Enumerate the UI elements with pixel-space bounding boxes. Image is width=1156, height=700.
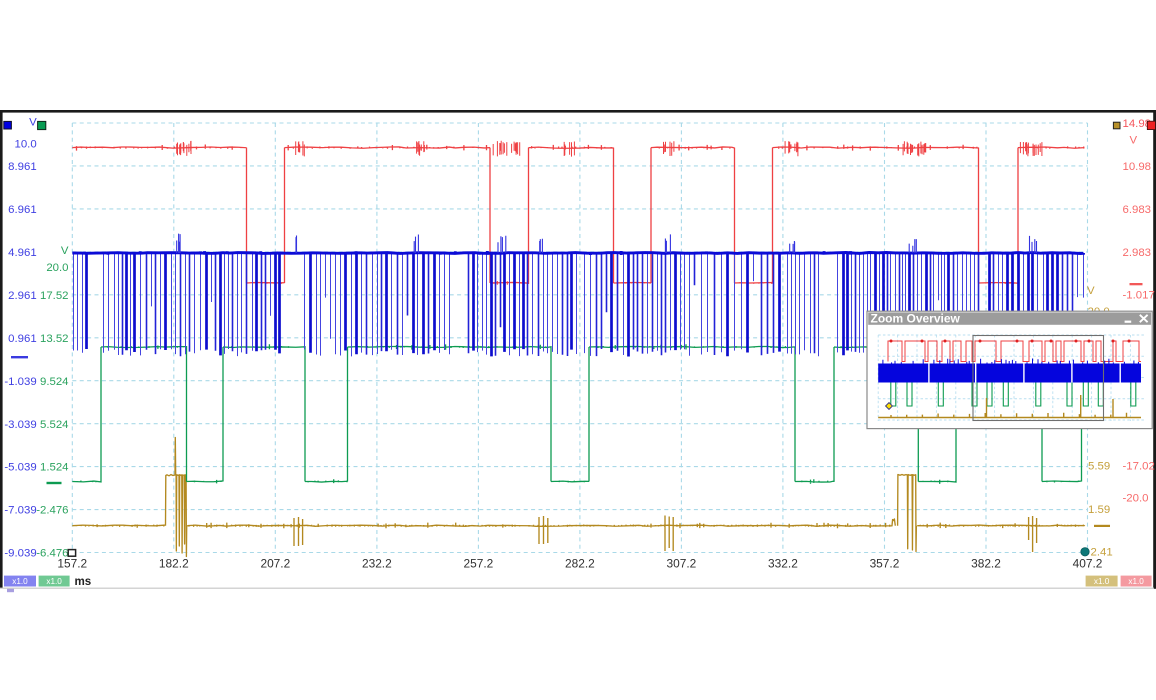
svg-text:8.961: 8.961 [8, 161, 37, 173]
svg-text:0.961: 0.961 [8, 333, 37, 345]
svg-text:-1.039: -1.039 [4, 376, 36, 388]
svg-text:332.2: 332.2 [768, 557, 798, 571]
svg-text:282.2: 282.2 [565, 557, 595, 571]
svg-text:2.41: 2.41 [1091, 547, 1113, 559]
svg-text:357.2: 357.2 [870, 557, 900, 571]
svg-text:-1.017: -1.017 [1123, 289, 1155, 301]
svg-text:6.961: 6.961 [8, 204, 37, 216]
svg-text:-17.02: -17.02 [1123, 461, 1155, 473]
svg-text:-5.039: -5.039 [4, 462, 36, 474]
svg-text:13.52: 13.52 [40, 333, 69, 345]
svg-text:20.0: 20.0 [46, 262, 68, 274]
svg-text:-20.0: -20.0 [1123, 493, 1149, 505]
svg-text:157.2: 157.2 [57, 557, 87, 571]
svg-text:-2.476: -2.476 [36, 505, 68, 517]
svg-text:Zoom Overview: Zoom Overview [871, 312, 961, 326]
svg-text:4.961: 4.961 [8, 247, 37, 259]
svg-text:382.2: 382.2 [971, 557, 1001, 571]
svg-text:2.961: 2.961 [8, 290, 37, 302]
svg-text:182.2: 182.2 [159, 557, 189, 571]
svg-text:10.98: 10.98 [1123, 161, 1152, 173]
svg-text:-7.039: -7.039 [4, 505, 36, 517]
svg-text:-3.039: -3.039 [4, 419, 36, 431]
svg-text:2.983: 2.983 [1123, 247, 1152, 259]
svg-text:1.524: 1.524 [40, 462, 69, 474]
svg-text:257.2: 257.2 [463, 557, 493, 571]
svg-text:x1.0: x1.0 [1128, 577, 1144, 586]
svg-text:5.59: 5.59 [1088, 461, 1110, 473]
svg-text:407.2: 407.2 [1073, 557, 1103, 571]
svg-text:14.98: 14.98 [1123, 118, 1152, 130]
svg-text:V: V [1087, 285, 1095, 297]
svg-text:-9.039: -9.039 [4, 548, 36, 560]
svg-text:x1.0: x1.0 [46, 577, 62, 586]
svg-text:207.2: 207.2 [260, 557, 290, 571]
svg-text:x1.0: x1.0 [12, 577, 28, 586]
svg-text:10.0: 10.0 [15, 139, 37, 151]
svg-text:V: V [1130, 135, 1138, 147]
svg-text:ms: ms [75, 575, 92, 588]
svg-text:17.52: 17.52 [40, 290, 69, 302]
svg-text:6.983: 6.983 [1123, 204, 1152, 216]
svg-text:1.59: 1.59 [1088, 504, 1110, 516]
svg-text:5.524: 5.524 [40, 419, 69, 431]
svg-text:-6.476: -6.476 [36, 548, 68, 560]
svg-text:307.2: 307.2 [667, 557, 697, 571]
svg-text:9.524: 9.524 [40, 376, 69, 388]
svg-text:x1.0: x1.0 [1094, 577, 1110, 586]
svg-text:V: V [29, 117, 37, 129]
svg-text:232.2: 232.2 [362, 557, 392, 571]
svg-text:V: V [61, 245, 69, 257]
